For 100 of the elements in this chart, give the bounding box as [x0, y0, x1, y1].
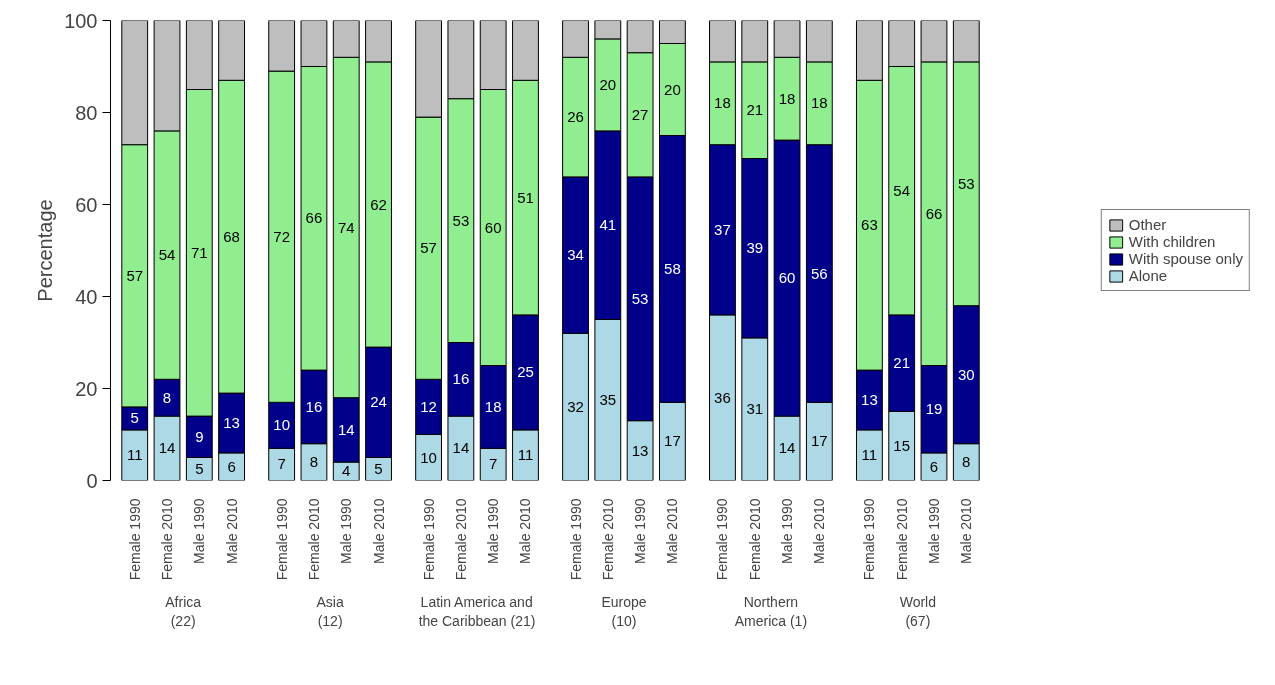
data-label: 14 — [452, 439, 470, 457]
data-label: 18 — [714, 94, 731, 112]
y-tick-label: 0 — [86, 469, 98, 492]
data-label: 51 — [517, 188, 534, 206]
data-label: 15 — [893, 437, 911, 454]
legend-label: Other — [1128, 216, 1167, 233]
text: Asia (12) — [316, 593, 344, 629]
x-tick-label: Male 2010 — [811, 498, 828, 564]
legend-label: With spouse only — [1128, 250, 1243, 267]
x-tick-label: Female 1990 — [126, 498, 143, 581]
data-label: 26 — [567, 108, 584, 126]
data-label: 57 — [420, 239, 437, 257]
data-label: 60 — [484, 218, 502, 236]
data-label: 17 — [664, 432, 681, 450]
data-label: 5 — [374, 460, 383, 477]
data-label: 56 — [811, 264, 828, 282]
y-tick-label: 100 — [64, 9, 98, 32]
x-tick-label: Male 1990 — [779, 498, 796, 564]
data-label: 27 — [631, 105, 649, 123]
data-label: 66 — [925, 204, 943, 222]
data-label: 12 — [420, 397, 437, 415]
text: World (67) — [899, 593, 936, 629]
y-tick-label: 80 — [75, 101, 98, 124]
x-tick-label: Female 2010 — [452, 498, 469, 581]
data-label: 41 — [599, 216, 617, 234]
data-label: 66 — [305, 209, 323, 227]
data-label: 21 — [893, 354, 911, 372]
data-label: 57 — [126, 266, 144, 284]
data-label: 37 — [714, 220, 731, 238]
data-label: 18 — [811, 94, 828, 112]
data-label: 60 — [778, 269, 796, 287]
data-label: 25 — [517, 363, 534, 381]
data-label: 14 — [778, 439, 796, 457]
data-label: 9 — [195, 427, 204, 445]
data-label: 5 — [130, 409, 139, 427]
data-label: 6 — [929, 457, 939, 475]
data-label: 13 — [861, 391, 878, 408]
data-label: 20 — [664, 80, 681, 98]
data-label: 19 — [925, 400, 943, 418]
data-label: 21 — [746, 101, 764, 119]
data-label: 31 — [746, 400, 764, 418]
x-tick-label: Male 1990 — [485, 498, 502, 564]
x-tick-label: Male 2010 — [664, 498, 681, 564]
data-label: 32 — [567, 397, 584, 415]
x-tick-label: Male 2010 — [958, 498, 975, 564]
x-tick-label: Male 2010 — [370, 498, 387, 564]
data-label: 18 — [484, 397, 502, 415]
x-tick-label: Female 2010 — [305, 498, 322, 581]
x-tick-label: Male 1990 — [632, 498, 649, 564]
x-tick-label: Male 1990 — [338, 498, 355, 564]
data-label: 14 — [337, 420, 355, 438]
text: Africa (22) — [165, 593, 202, 629]
data-label: 72 — [273, 227, 290, 245]
data-label: 18 — [778, 89, 796, 107]
data-label: 58 — [664, 259, 681, 277]
x-tick-label: Female 2010 — [893, 498, 910, 581]
data-label: 8 — [309, 453, 319, 471]
data-label: 39 — [746, 239, 764, 257]
x-tick-label: Female 2010 — [746, 498, 763, 581]
legend-label: With children — [1128, 233, 1216, 250]
text: Latin America and the Caribbean (21) — [418, 593, 536, 629]
data-label: 62 — [370, 195, 387, 213]
x-tick-label: Male 2010 — [223, 498, 240, 564]
data-label: 36 — [714, 388, 731, 406]
data-label: 53 — [631, 289, 649, 307]
x-tick-label: Female 1990 — [861, 498, 878, 581]
data-label: 6 — [227, 457, 236, 475]
x-tick-label: Female 2010 — [599, 498, 616, 581]
text: Europe (10) — [601, 593, 647, 629]
data-label: 11 — [517, 446, 534, 464]
data-label: 10 — [420, 448, 437, 466]
data-label: 35 — [599, 391, 617, 408]
data-label: 20 — [599, 75, 617, 93]
data-label: 63 — [861, 216, 878, 234]
x-tick-label: Female 2010 — [159, 498, 176, 581]
data-label: 54 — [893, 181, 911, 199]
y-axis-title: Percentage — [34, 199, 57, 302]
y-tick-label: 40 — [75, 285, 98, 308]
y-tick-label: 60 — [75, 193, 98, 216]
data-label: 8 — [962, 453, 971, 471]
x-tick-label: Male 1990 — [925, 498, 942, 564]
data-label: 16 — [305, 397, 323, 415]
data-label: 7 — [489, 455, 498, 473]
data-label: 7 — [277, 455, 286, 473]
data-label: 68 — [223, 227, 240, 245]
data-label: 34 — [567, 246, 584, 264]
data-label: 11 — [126, 446, 143, 464]
x-tick-label: Female 1990 — [273, 498, 290, 581]
legend-label: Alone — [1128, 267, 1168, 284]
x-tick-label: Female 1990 — [420, 498, 437, 581]
data-label: 16 — [452, 370, 470, 388]
data-label: 5 — [195, 460, 204, 477]
data-label: 10 — [273, 416, 290, 434]
data-label: 13 — [631, 441, 649, 459]
data-label: 71 — [190, 243, 208, 261]
data-label: 54 — [158, 246, 176, 264]
x-tick-label: Female 1990 — [567, 498, 584, 581]
x-tick-label: Male 2010 — [517, 498, 534, 564]
data-label: 17 — [811, 432, 828, 450]
data-label: 24 — [370, 393, 387, 411]
